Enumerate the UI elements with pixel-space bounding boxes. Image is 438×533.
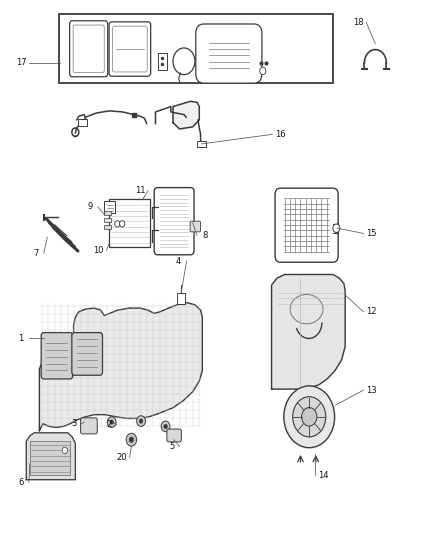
FancyBboxPatch shape <box>72 333 102 375</box>
Text: 8: 8 <box>202 231 208 240</box>
FancyBboxPatch shape <box>196 24 262 83</box>
Text: 14: 14 <box>318 471 328 480</box>
Text: 12: 12 <box>366 308 377 316</box>
FancyBboxPatch shape <box>190 221 201 232</box>
FancyBboxPatch shape <box>109 22 151 76</box>
Circle shape <box>284 386 335 448</box>
FancyBboxPatch shape <box>154 188 194 255</box>
Circle shape <box>115 221 120 227</box>
FancyBboxPatch shape <box>275 188 338 262</box>
Text: 1: 1 <box>18 334 24 343</box>
Bar <box>104 218 111 222</box>
Text: 17: 17 <box>16 59 26 67</box>
Circle shape <box>62 447 67 454</box>
Bar <box>78 119 87 126</box>
Bar <box>109 199 150 247</box>
Circle shape <box>161 421 170 432</box>
Text: 13: 13 <box>366 386 377 394</box>
Circle shape <box>333 224 340 232</box>
Circle shape <box>173 48 195 75</box>
FancyBboxPatch shape <box>41 333 73 379</box>
Circle shape <box>129 437 134 442</box>
Circle shape <box>293 397 326 437</box>
Text: 15: 15 <box>366 229 377 238</box>
Circle shape <box>302 408 317 426</box>
Bar <box>59 14 333 83</box>
Text: 5: 5 <box>169 442 174 451</box>
Circle shape <box>164 424 167 429</box>
Circle shape <box>110 420 113 424</box>
Bar <box>104 201 115 213</box>
Circle shape <box>137 416 145 426</box>
Text: 7: 7 <box>33 249 39 257</box>
Text: 2: 2 <box>106 421 111 429</box>
Bar <box>177 293 185 304</box>
Text: 9: 9 <box>87 203 92 211</box>
Text: 10: 10 <box>93 246 104 255</box>
Bar <box>197 141 206 147</box>
Circle shape <box>139 419 143 423</box>
Text: 20: 20 <box>117 453 127 462</box>
FancyBboxPatch shape <box>70 21 108 77</box>
Text: 3: 3 <box>71 419 76 428</box>
Text: 16: 16 <box>275 130 286 139</box>
Polygon shape <box>26 433 75 480</box>
Text: 18: 18 <box>353 18 364 27</box>
Text: 4: 4 <box>176 257 181 265</box>
Bar <box>158 53 167 70</box>
Circle shape <box>107 417 116 427</box>
Polygon shape <box>272 274 345 389</box>
Polygon shape <box>39 303 202 431</box>
Circle shape <box>260 67 266 75</box>
Circle shape <box>120 221 125 227</box>
Circle shape <box>126 433 137 446</box>
Polygon shape <box>173 101 199 129</box>
Text: 11: 11 <box>135 187 145 195</box>
Bar <box>104 225 111 229</box>
FancyBboxPatch shape <box>81 418 97 434</box>
FancyBboxPatch shape <box>167 429 181 442</box>
Bar <box>104 211 111 215</box>
Bar <box>30 441 70 475</box>
Text: 6: 6 <box>18 478 24 487</box>
